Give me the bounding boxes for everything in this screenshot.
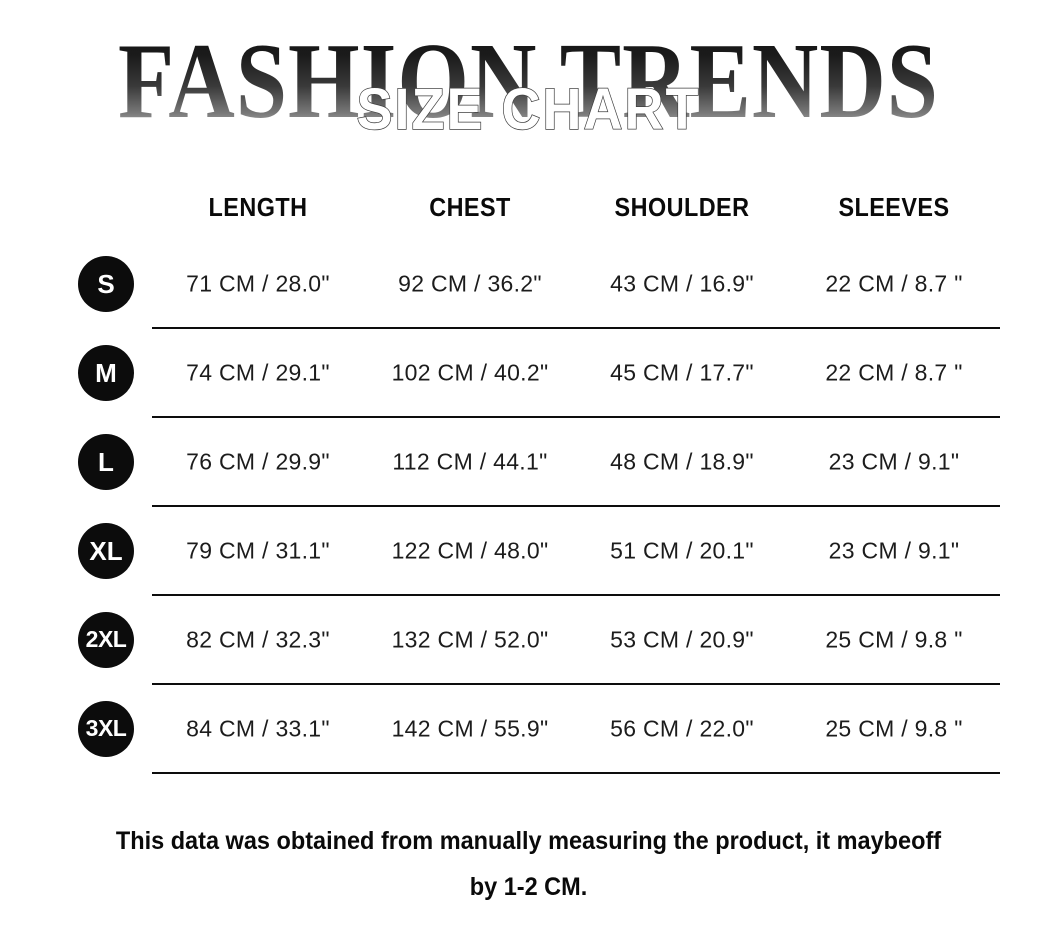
size-table: LENGTH CHEST SHOULDER SLEEVES S 71 CM / … [0,178,1057,774]
cell-sleeves: 22 CM / 8.7 " [825,270,963,296]
table-row: 2XL 82 CM / 32.3" 132 CM / 52.0" 53 CM /… [78,596,1000,685]
column-header-length: LENGTH [208,192,308,222]
table-row: S 71 CM / 28.0" 92 CM / 36.2" 43 CM / 16… [78,240,1000,329]
column-header-shoulder: SHOULDER [614,192,750,222]
cell-shoulder: 43 CM / 16.9" [610,270,754,296]
footer-line-2: by 1-2 CM. [469,873,588,901]
column-header-chest: CHEST [429,192,511,222]
table-row: L 76 CM / 29.9" 112 CM / 44.1" 48 CM / 1… [78,418,1000,507]
size-badge-label: M [95,357,117,388]
cell-shoulder: 56 CM / 22.0" [610,715,754,741]
cell-sleeves: 22 CM / 8.7 " [825,359,963,385]
table-row: M 74 CM / 29.1" 102 CM / 40.2" 45 CM / 1… [78,329,1000,418]
cell-shoulder: 53 CM / 20.9" [610,626,754,652]
size-badge-label: 2XL [85,626,127,652]
size-badge: 3XL [78,700,134,757]
cell-chest: 92 CM / 36.2" [398,270,542,296]
size-badge: S [78,255,134,312]
cell-length: 84 CM / 33.1" [186,715,330,741]
table-body: S 71 CM / 28.0" 92 CM / 36.2" 43 CM / 16… [0,240,1057,774]
size-badge: XL [78,522,134,579]
footer-line-1: This data was obtained from manually mea… [115,827,942,855]
table-row: 3XL 84 CM / 33.1" 142 CM / 55.9" 56 CM /… [78,685,1000,774]
size-badge-label: XL [89,535,123,566]
cell-chest: 132 CM / 52.0" [391,626,549,652]
page-subtitle: SIZE CHART [356,76,701,142]
size-badge-label: S [97,268,115,299]
cell-shoulder: 48 CM / 18.9" [610,448,754,474]
cell-sleeves: 25 CM / 9.8 " [825,626,963,652]
cell-chest: 102 CM / 40.2" [391,359,549,385]
size-badge-label: 3XL [85,715,127,741]
page-title: FASHION TRENDS [0,24,1057,137]
cell-length: 74 CM / 29.1" [186,359,330,385]
column-header-sleeves: SLEEVES [838,192,950,222]
cell-sleeves: 25 CM / 9.8 " [825,715,963,741]
cell-chest: 142 CM / 55.9" [391,715,549,741]
cell-sleeves: 23 CM / 9.1" [828,448,960,474]
title-block: FASHION TRENDS SIZE CHART [0,0,1057,170]
size-badge: M [78,344,134,401]
cell-sleeves: 23 CM / 9.1" [828,537,960,563]
footer-note: This data was obtained from manually mea… [32,818,1026,910]
size-badge-label: L [98,446,114,477]
size-badge: 2XL [78,611,134,668]
cell-length: 76 CM / 29.9" [186,448,330,474]
table-header-row: LENGTH CHEST SHOULDER SLEEVES [0,178,1057,240]
cell-chest: 112 CM / 44.1" [392,448,548,474]
cell-length: 82 CM / 32.3" [186,626,330,652]
table-row: XL 79 CM / 31.1" 122 CM / 48.0" 51 CM / … [78,507,1000,596]
cell-length: 71 CM / 28.0" [186,270,330,296]
size-badge: L [78,433,134,490]
cell-length: 79 CM / 31.1" [186,537,330,563]
cell-shoulder: 51 CM / 20.1" [610,537,754,563]
cell-chest: 122 CM / 48.0" [391,537,549,563]
cell-shoulder: 45 CM / 17.7" [610,359,754,385]
